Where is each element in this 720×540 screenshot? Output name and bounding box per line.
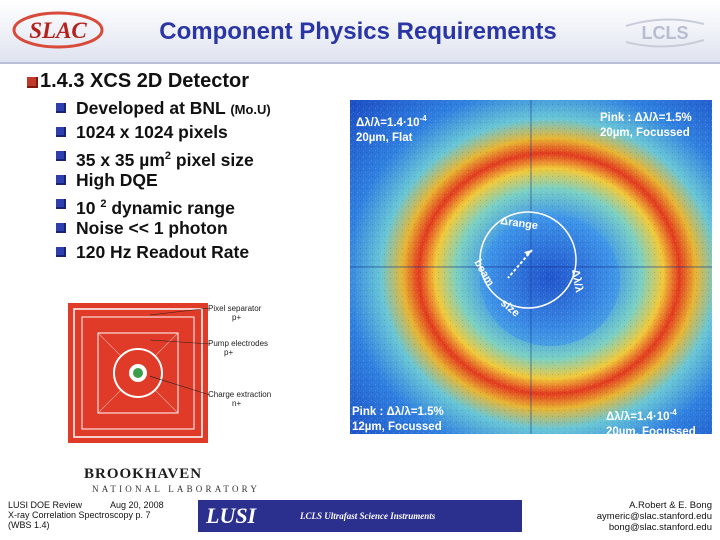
lusi-banner-text: LCLS Ultrafast Science Instruments — [300, 511, 436, 521]
item-text: Noise << 1 photon — [76, 218, 228, 238]
bnl-logo-name: BROOKHAVEN — [84, 466, 203, 482]
arc-label-dl: Δλ/λ — [569, 268, 585, 293]
list-item: 10 2 dynamic range — [76, 192, 235, 220]
image-label-bottom-right: Δλ/λ=1.4·10-4 20µm, Focussed — [606, 408, 696, 438]
footer-review: LUSI DOE Review — [8, 500, 83, 510]
list-item: 120 Hz Readout Rate — [76, 240, 249, 264]
header-band — [0, 0, 720, 62]
bullet-icon — [56, 127, 66, 137]
page-title: Component Physics Requirements — [159, 18, 557, 45]
item-sup: 2 — [164, 150, 172, 162]
section-bullet-icon — [27, 77, 38, 88]
lcls-logo: LCLS — [625, 18, 705, 48]
bullet-icon — [56, 151, 66, 161]
slac-logo: SLAC — [12, 11, 104, 49]
diagram-label-pixel-separator: Pixel separator p+ — [208, 304, 262, 322]
list-item: 1024 x 1024 pixels — [76, 120, 228, 144]
title-divider — [0, 62, 720, 64]
detector-image: Δrange Δλ/λ beam size — [350, 100, 712, 434]
bullet-icon — [56, 223, 66, 233]
item-suffix: (Mo.U) — [230, 102, 271, 117]
section-heading: 1.4.3 XCS 2D Detector — [40, 70, 249, 92]
footer-email-1[interactable]: aymeric@slac.stanford.edu — [596, 511, 712, 522]
footer-right: A.Robert & E. Bong aymeric@slac.stanford… — [597, 500, 712, 533]
image-label-top-left: Δλ/λ=1.4·10-4 20µm, Flat — [356, 114, 427, 144]
diagram-label-pump-electrodes: Pump electrodes p+ — [208, 339, 269, 357]
bullet-icon — [56, 247, 66, 257]
item-text: Developed at BNL — [76, 98, 226, 118]
item-sup: 2 — [100, 198, 107, 210]
bullet-icon — [56, 103, 66, 113]
item-text: 120 Hz Readout Rate — [76, 242, 250, 262]
item-text: 1024 x 1024 pixels — [76, 122, 228, 142]
bnl-logo-subtitle: NATIONAL LABORATORY — [92, 484, 261, 494]
footer-topic: X-ray Correlation Spectroscopy p. 7 — [8, 510, 151, 520]
item-text: 10 — [76, 197, 101, 218]
arrow-head-icon — [524, 250, 532, 256]
list-item: High DQE — [76, 168, 158, 192]
diagram-leader-lines — [150, 307, 211, 396]
item-tail: pixel size — [171, 149, 254, 170]
lusi-logo: LUSI — [206, 503, 257, 528]
item-tail: dynamic range — [106, 197, 235, 218]
item-text: High DQE — [76, 170, 158, 190]
bullet-icon — [56, 199, 66, 209]
image-label-bottom-left: Pink : Δλ/λ=1.5% 12µm, Focussed — [352, 406, 444, 433]
slac-logo-text: SLAC — [29, 18, 87, 43]
footer-date: Aug 20, 2008 — [110, 500, 164, 510]
item-text: 35 x 35 µm — [76, 149, 165, 170]
bullet-icon — [56, 175, 66, 185]
lcls-logo-text: LCLS — [642, 23, 689, 43]
diagram-label-charge-extraction: Charge extraction n+ — [208, 390, 272, 408]
footer-left: LUSI DOE Review Aug 20, 2008 X-ray Correl… — [8, 500, 164, 530]
list-item: 35 x 35 µm2 pixel size — [76, 144, 254, 172]
footer-authors: A.Robert & E. Bong — [629, 500, 712, 511]
image-label-top-right: Pink : Δλ/λ=1.5% 20µm, Focussed — [600, 112, 692, 139]
range-circle — [479, 211, 577, 309]
footer-wbs: (WBS 1.4) — [8, 520, 50, 530]
lusi-banner — [198, 500, 522, 532]
list-item: Developed at BNL (Mo.U) — [76, 96, 271, 122]
footer-email-2[interactable]: bong@slac.stanford.edu — [608, 522, 712, 533]
list-item: Noise << 1 photon — [76, 216, 228, 240]
pixel-structure-diagram — [68, 303, 208, 443]
arc-label-range: Δrange — [500, 215, 539, 232]
